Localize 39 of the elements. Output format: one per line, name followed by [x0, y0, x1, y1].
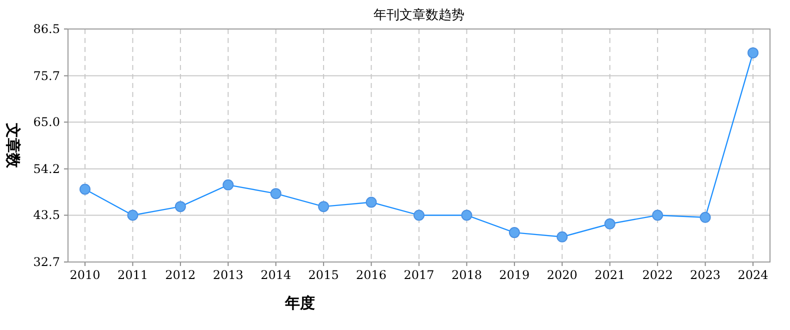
point	[174, 201, 186, 212]
y-tick-label: 75.7	[33, 68, 60, 83]
point	[604, 218, 616, 230]
y-tick-label: 32.7	[33, 255, 60, 269]
x-tick-label: 2013	[212, 268, 244, 282]
x-tick-label: 2016	[356, 268, 387, 282]
point	[461, 210, 472, 221]
x-tick-label: 2021	[594, 268, 626, 282]
chart-title: 年刊文章数趋势	[374, 8, 464, 23]
x-tick-label: 2018	[451, 268, 482, 282]
x-tick-label: 2019	[499, 268, 530, 282]
y-tick-label: 65.0	[33, 115, 60, 130]
x-tick-label: 2010	[70, 268, 100, 282]
y-axis-title: 文章数	[4, 122, 22, 169]
point	[366, 196, 377, 208]
point	[748, 47, 758, 58]
point	[127, 210, 138, 221]
x-tick-label: 2022	[642, 268, 673, 282]
point	[508, 227, 520, 238]
x-tick-label: 2020	[546, 268, 578, 282]
point	[700, 212, 711, 223]
point	[556, 231, 568, 242]
point	[414, 210, 424, 221]
y-tick-label: 43.5	[33, 208, 60, 222]
point	[80, 184, 90, 195]
y-tick-label: 54.2	[33, 162, 60, 176]
x-tick-label: 2023	[690, 268, 721, 282]
x-tick-label: 2014	[260, 268, 292, 282]
x-tick-label: 2017	[404, 268, 434, 282]
point	[270, 188, 282, 200]
x-tick-label: 2011	[117, 268, 148, 282]
x-axis-title: 年度	[284, 294, 315, 312]
x-tick-label: 2024	[738, 268, 769, 282]
point	[318, 201, 330, 212]
y-tick-label: 86.5	[33, 22, 60, 36]
x-tick-label: 2015	[308, 268, 339, 282]
point	[652, 210, 664, 221]
x-tick-label: 2012	[165, 268, 196, 282]
point	[222, 179, 234, 190]
